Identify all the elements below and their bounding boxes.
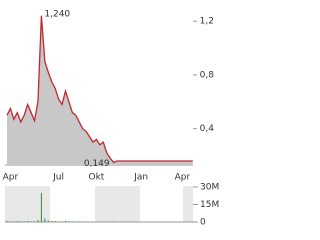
volume-bar xyxy=(30,221,32,222)
y-tick-label: 15M xyxy=(200,200,219,210)
y-tick-label: 30M xyxy=(200,183,219,193)
annotation: 1,240 xyxy=(44,9,70,19)
volume-bar xyxy=(85,221,87,222)
volume-bar xyxy=(54,221,56,222)
volume-bar xyxy=(113,221,115,222)
volume-bar xyxy=(47,220,49,222)
annotation: 0,149 xyxy=(84,159,110,169)
volume-bar xyxy=(68,221,70,222)
volume-bar xyxy=(9,221,11,222)
volume-bar xyxy=(23,221,25,222)
y-tick-label: 0,4 xyxy=(200,124,215,134)
x-tick-label: Jan xyxy=(133,173,148,183)
volume-bar xyxy=(106,221,108,222)
volume-bar xyxy=(64,220,66,222)
x-tick-label: Okt xyxy=(89,173,105,183)
x-tick-label: Apr xyxy=(3,173,19,183)
period-band xyxy=(95,186,140,222)
volume-bar xyxy=(61,221,63,222)
period-band xyxy=(183,186,193,222)
price-line xyxy=(6,15,193,164)
volume-bar xyxy=(58,221,60,222)
y-tick-label: 1,2 xyxy=(200,17,214,27)
price-area xyxy=(7,15,193,166)
volume-bar xyxy=(27,220,29,222)
x-tick-label: Apr xyxy=(175,173,191,183)
volume-bar xyxy=(51,220,53,222)
x-tick-label: Jul xyxy=(52,173,64,183)
volume-bar xyxy=(6,221,8,222)
volume-bar xyxy=(13,221,15,222)
volume-bar xyxy=(40,192,42,222)
volume-bar xyxy=(37,220,39,222)
volume-bar xyxy=(34,221,36,222)
y-tick-label: 0,8 xyxy=(200,70,215,80)
period-band xyxy=(5,186,50,222)
stock-chart: 0,4 0,8 1,2 Apr Jul Okt Jan Apr 1,240 0,149 0 15M 30… xyxy=(3,9,220,228)
y-tick-label: 0 xyxy=(200,218,206,228)
volume-bar xyxy=(71,221,73,222)
volume-bar xyxy=(16,221,18,222)
volume-bar xyxy=(44,218,46,222)
